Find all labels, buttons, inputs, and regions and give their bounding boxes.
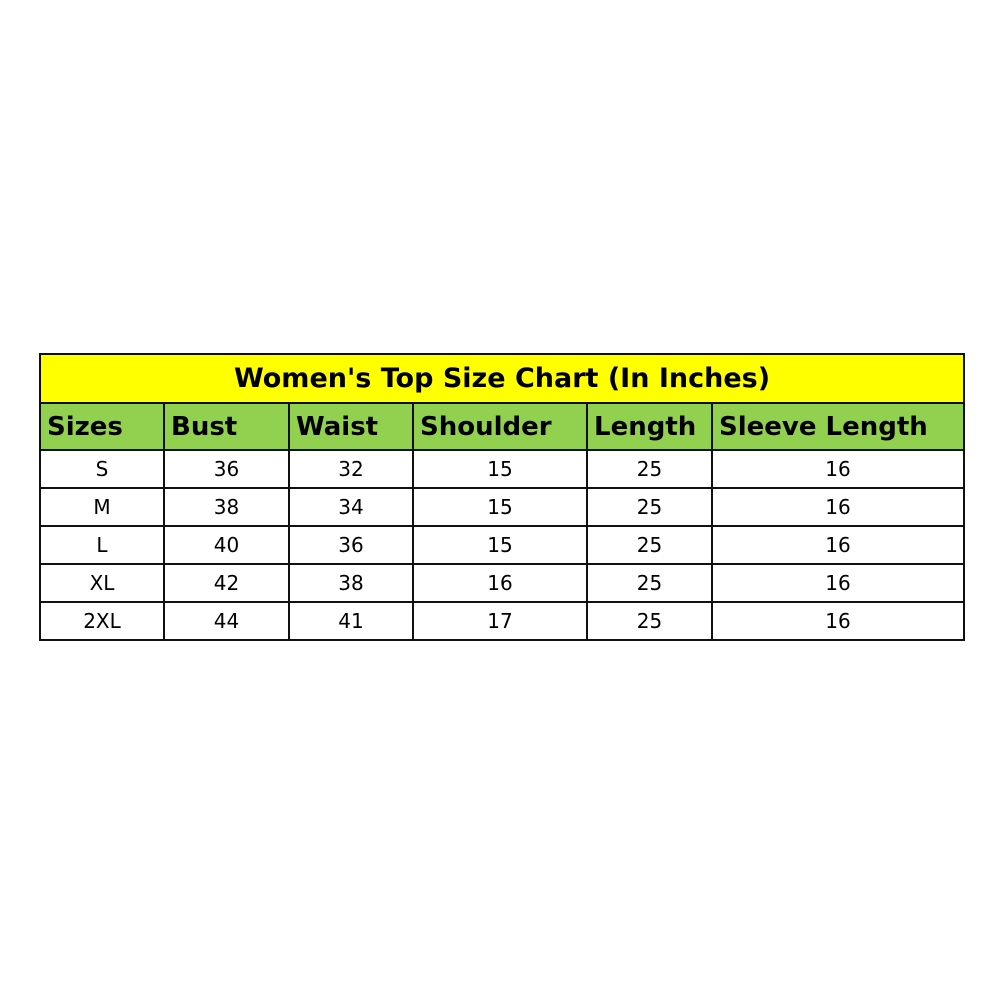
- table-cell: 15: [412, 449, 588, 489]
- size-chart-table: Women's Top Size Chart (In Inches) Sizes…: [39, 353, 965, 641]
- table-cell: M: [39, 487, 165, 527]
- column-header: Shoulder: [412, 402, 588, 451]
- table-cell: 36: [288, 525, 414, 565]
- column-header: Sleeve Length: [711, 402, 965, 451]
- table-cell: 25: [586, 525, 713, 565]
- table-cell: 41: [288, 601, 414, 641]
- table-cell: 40: [163, 525, 290, 565]
- table-cell: 36: [163, 449, 290, 489]
- column-header: Waist: [288, 402, 414, 451]
- table-cell: L: [39, 525, 165, 565]
- table-cell: 34: [288, 487, 414, 527]
- table-cell: 15: [412, 525, 588, 565]
- table-cell: 16: [711, 449, 965, 489]
- table-row: M 38 34 15 25 16: [39, 487, 965, 527]
- table-cell: 16: [711, 563, 965, 603]
- table-cell: 2XL: [39, 601, 165, 641]
- table-title: Women's Top Size Chart (In Inches): [39, 353, 965, 404]
- table-cell: S: [39, 449, 165, 489]
- header-row: Sizes Bust Waist Shoulder Length Sleeve Lengt…: [39, 402, 965, 451]
- table-cell: 25: [586, 601, 713, 641]
- table-cell: 16: [711, 601, 965, 641]
- table-cell: 25: [586, 449, 713, 489]
- column-header: Length: [586, 402, 713, 451]
- table-cell: XL: [39, 563, 165, 603]
- table-cell: 25: [586, 487, 713, 527]
- table-row: 2XL 44 41 17 25 16: [39, 601, 965, 641]
- column-header: Bust: [163, 402, 290, 451]
- table-row: S 36 32 15 25 16: [39, 449, 965, 489]
- column-header: Sizes: [39, 402, 165, 451]
- table-cell: 38: [163, 487, 290, 527]
- table-cell: 38: [288, 563, 414, 603]
- table-cell: 42: [163, 563, 290, 603]
- table-cell: 16: [412, 563, 588, 603]
- table-cell: 25: [586, 563, 713, 603]
- table-cell: 17: [412, 601, 588, 641]
- table-row: L 40 36 15 25 16: [39, 525, 965, 565]
- table-cell: 16: [711, 487, 965, 527]
- table-cell: 15: [412, 487, 588, 527]
- table-cell: 16: [711, 525, 965, 565]
- table-row: XL 42 38 16 25 16: [39, 563, 965, 603]
- table-cell: 44: [163, 601, 290, 641]
- table-cell: 32: [288, 449, 414, 489]
